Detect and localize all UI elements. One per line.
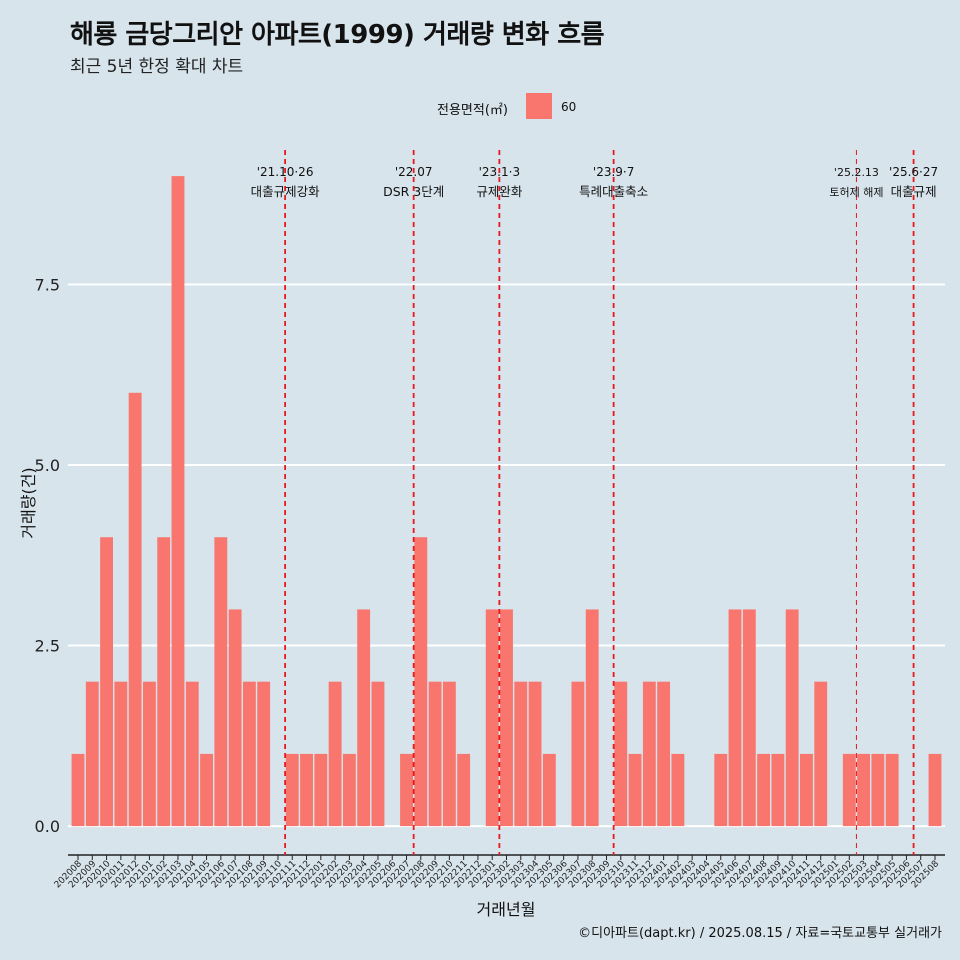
bar xyxy=(671,753,685,827)
bar xyxy=(171,176,185,827)
bar xyxy=(342,753,356,827)
bar xyxy=(242,681,256,827)
bar xyxy=(400,753,413,827)
bar xyxy=(771,753,785,827)
bar xyxy=(642,681,656,827)
bar xyxy=(542,753,556,827)
legend-swatch xyxy=(526,93,552,119)
bar xyxy=(742,609,756,827)
bar xyxy=(257,681,271,827)
legend-label: 60 xyxy=(561,100,577,114)
bar xyxy=(571,681,585,827)
bar xyxy=(500,609,513,827)
bar xyxy=(485,609,499,827)
bar xyxy=(314,753,328,827)
bar xyxy=(800,753,813,827)
bar xyxy=(428,681,442,827)
bar xyxy=(414,537,428,827)
event-date-label: '23.1·3 xyxy=(479,165,520,179)
bar xyxy=(585,609,599,827)
y-axis-title: 거래량(건) xyxy=(19,467,38,538)
bar xyxy=(300,753,313,827)
bar xyxy=(871,753,885,827)
event-desc-label: 특례대출축소 xyxy=(579,184,648,199)
bar xyxy=(371,681,385,827)
bar xyxy=(200,753,213,827)
y-tick-label: 7.5 xyxy=(35,275,60,294)
bar xyxy=(928,753,942,827)
y-tick-label: 0.0 xyxy=(35,817,60,836)
bar xyxy=(71,753,85,827)
bar xyxy=(85,681,99,827)
bar xyxy=(628,753,642,827)
bar xyxy=(457,753,471,827)
y-tick-label: 2.5 xyxy=(35,637,60,656)
bar xyxy=(100,537,113,827)
chart-subtitle: 최근 5년 한정 확대 차트 xyxy=(70,57,244,77)
chart-title: 해룡 금당그리안 아파트(1999) 거래량 변화 흐름 xyxy=(70,20,605,50)
bar xyxy=(328,681,342,827)
bar xyxy=(614,681,628,827)
bar xyxy=(528,681,542,827)
source-caption: ©디아파트(dapt.kr) / 2025.08.15 / 자료=국토교통부 실… xyxy=(578,926,942,941)
bar xyxy=(285,753,299,827)
bar xyxy=(857,753,871,827)
event-date-label: '23.9·7 xyxy=(593,165,634,179)
bar xyxy=(442,681,456,827)
bar xyxy=(814,681,828,827)
bar xyxy=(785,609,799,827)
bar xyxy=(357,609,371,827)
legend-title: 전용면적(㎡) xyxy=(437,103,508,118)
bar xyxy=(714,753,728,827)
bar xyxy=(114,681,128,827)
event-desc-label: 대출규제강화 xyxy=(251,184,321,199)
bar xyxy=(728,609,742,827)
event-desc-label: 토허제 해제 xyxy=(829,185,883,199)
event-desc-label: DSR 3단계 xyxy=(383,184,444,199)
bar xyxy=(842,753,856,827)
event-date-label: '22.07 xyxy=(395,165,433,179)
bar xyxy=(157,537,171,827)
bar xyxy=(228,609,242,827)
y-tick-label: 5.0 xyxy=(35,456,60,475)
bar xyxy=(657,681,671,827)
bar xyxy=(214,537,228,827)
x-axis-title: 거래년월 xyxy=(477,900,536,919)
event-date-label: '25.2.13 xyxy=(834,166,879,179)
bar xyxy=(128,392,142,827)
bar xyxy=(757,753,771,827)
bar xyxy=(142,681,156,827)
event-date-label: '25.6·27 xyxy=(889,165,938,179)
bar xyxy=(185,681,199,827)
bar xyxy=(514,681,528,827)
event-desc-label: 대출규제 xyxy=(891,184,937,199)
event-desc-label: 규제완화 xyxy=(476,184,523,199)
bar xyxy=(885,753,899,827)
event-date-label: '21.10·26 xyxy=(257,165,314,179)
